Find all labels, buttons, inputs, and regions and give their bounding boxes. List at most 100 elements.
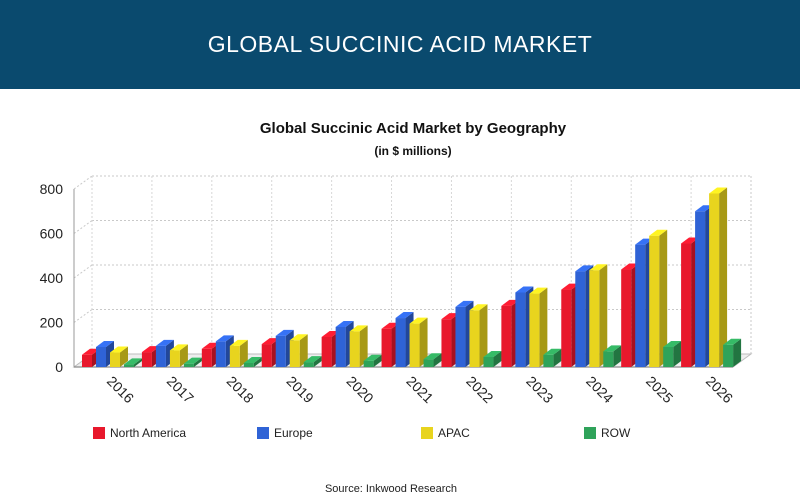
bar-side xyxy=(479,304,488,367)
bar-top xyxy=(709,187,728,194)
bar xyxy=(575,271,586,367)
bar-side xyxy=(493,350,502,367)
bar-top xyxy=(335,320,354,327)
bar-side xyxy=(553,348,562,367)
bar-top xyxy=(229,339,248,346)
bar-side xyxy=(193,357,202,367)
bar-top xyxy=(381,322,400,329)
bar-top xyxy=(261,338,280,345)
x-tick-label: 2019 xyxy=(284,373,317,406)
bar-side xyxy=(733,338,742,367)
bar-side xyxy=(134,358,142,367)
bar-top xyxy=(441,313,460,320)
bar xyxy=(110,352,120,367)
bar xyxy=(515,292,526,367)
bar-top xyxy=(515,286,534,293)
bar-side xyxy=(433,353,442,367)
chart-title: Global Succinic Acid Market by Geography xyxy=(259,120,567,137)
bar-top xyxy=(183,357,202,364)
legend-swatch xyxy=(584,427,596,439)
bar xyxy=(663,346,674,367)
bar xyxy=(561,289,572,367)
chart-subtitle: (in $ millions) xyxy=(374,144,452,158)
legend-item: Europe xyxy=(257,426,313,440)
bar xyxy=(201,348,212,367)
bar xyxy=(469,310,480,367)
bar xyxy=(349,331,360,367)
gridline-side xyxy=(73,264,93,279)
bar-top xyxy=(169,344,188,351)
bar-side xyxy=(253,356,262,367)
bar xyxy=(363,360,374,367)
y-tick-label: 200 xyxy=(40,315,64,331)
bar-side xyxy=(373,354,382,367)
bar-top xyxy=(155,339,174,346)
x-tick-label: 2018 xyxy=(224,373,257,406)
bar xyxy=(289,340,300,367)
bar xyxy=(709,193,720,367)
bar-top xyxy=(501,299,520,306)
bar-side xyxy=(719,187,728,367)
bar xyxy=(695,211,706,367)
y-tick-label: 800 xyxy=(40,181,64,197)
bar-top xyxy=(695,205,714,212)
x-tick-label: 2017 xyxy=(164,373,197,406)
bar-top xyxy=(649,229,668,236)
bar-side xyxy=(539,287,548,367)
bar xyxy=(649,235,660,367)
legend-label: North America xyxy=(110,426,187,440)
bar-side xyxy=(599,264,608,367)
bar xyxy=(543,354,554,367)
bar xyxy=(82,354,92,367)
x-tick-label: 2020 xyxy=(343,373,376,406)
bar-top xyxy=(321,330,340,337)
y-tick-label: 600 xyxy=(40,226,64,242)
bar-side xyxy=(299,334,308,367)
bar xyxy=(275,335,286,367)
bar-top xyxy=(455,300,474,307)
bar xyxy=(303,362,314,367)
bar-top xyxy=(395,312,414,319)
bar xyxy=(409,323,420,367)
legend-swatch xyxy=(421,427,433,439)
y-tick-label: 400 xyxy=(40,270,64,286)
y-tick-label: 0 xyxy=(55,359,63,375)
bar-top xyxy=(275,329,294,336)
gridline-side xyxy=(73,220,93,234)
x-tick-label: 2024 xyxy=(583,373,616,406)
gridline-side xyxy=(73,309,93,323)
bar-top xyxy=(663,340,682,347)
legend-label: APAC xyxy=(438,426,470,440)
legend-swatch xyxy=(93,427,105,439)
bar xyxy=(723,344,734,367)
bar-top xyxy=(215,335,234,342)
bar xyxy=(335,326,346,367)
bar xyxy=(529,293,540,367)
banner-title: GLOBAL SUCCINIC ACID MARKET xyxy=(207,31,593,57)
bar xyxy=(441,319,452,367)
bar xyxy=(155,345,166,367)
bar xyxy=(141,352,152,367)
bar-top xyxy=(561,283,580,290)
bar xyxy=(183,363,194,367)
bar-top xyxy=(423,353,442,360)
bar xyxy=(229,345,240,367)
bar xyxy=(455,306,466,367)
gridline-side xyxy=(73,175,93,190)
bar-top xyxy=(289,334,308,341)
bar xyxy=(124,364,134,367)
bar-side xyxy=(239,339,248,367)
bar-top xyxy=(124,358,142,365)
header-banner: GLOBAL SUCCINIC ACID MARKET xyxy=(0,0,800,89)
legend-item: APAC xyxy=(421,426,470,440)
bar xyxy=(243,362,254,367)
chart-legend: North America Europe APAC ROW xyxy=(0,426,800,444)
bar-top xyxy=(681,237,700,244)
bar xyxy=(96,346,106,367)
bar-side xyxy=(419,317,428,367)
x-tick-label: 2022 xyxy=(463,373,496,406)
legend-label: Europe xyxy=(274,426,313,440)
bar-top xyxy=(141,346,160,353)
bar-top xyxy=(589,264,608,271)
bar xyxy=(381,328,392,367)
